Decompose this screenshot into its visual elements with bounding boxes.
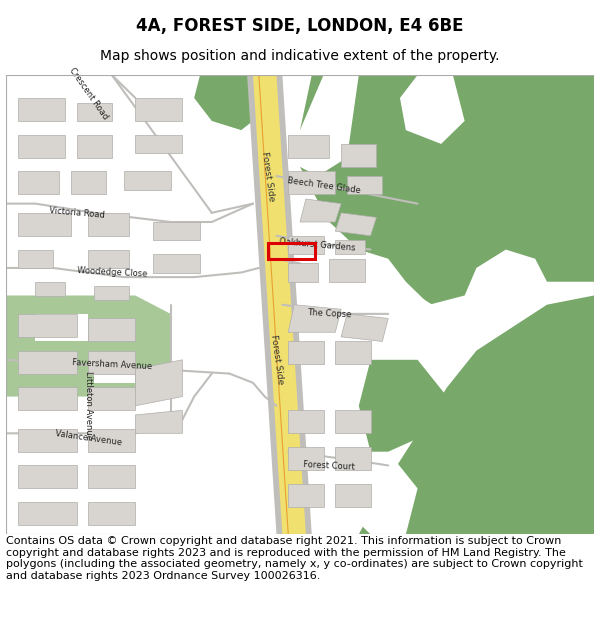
Polygon shape — [312, 268, 447, 360]
Bar — [18, 171, 59, 194]
Bar — [88, 249, 130, 268]
Bar — [335, 484, 371, 507]
Bar — [18, 429, 77, 452]
Text: Forest Side: Forest Side — [260, 151, 275, 202]
Polygon shape — [288, 304, 341, 332]
Text: Beech Tree Glade: Beech Tree Glade — [286, 176, 361, 195]
Bar — [288, 171, 335, 194]
Text: 4A, FOREST SIDE, LONDON, E4 6BE: 4A, FOREST SIDE, LONDON, E4 6BE — [136, 16, 464, 34]
Bar — [136, 98, 182, 121]
Text: Contains OS data © Crown copyright and database right 2021. This information is : Contains OS data © Crown copyright and d… — [6, 536, 583, 581]
Polygon shape — [359, 296, 594, 534]
Text: Crescent Road: Crescent Road — [67, 66, 110, 121]
Bar — [18, 249, 53, 268]
Bar — [88, 429, 136, 452]
Bar — [124, 171, 170, 190]
Polygon shape — [347, 452, 418, 534]
Bar — [288, 341, 323, 364]
Bar — [347, 176, 382, 194]
Text: The Copse: The Copse — [307, 308, 352, 319]
Text: Forest Side: Forest Side — [269, 334, 284, 386]
Bar — [18, 213, 71, 236]
Bar — [288, 411, 323, 433]
Bar — [18, 503, 77, 525]
Bar — [88, 503, 136, 525]
Polygon shape — [247, 75, 312, 534]
Bar — [88, 319, 136, 341]
Text: Map shows position and indicative extent of the property.: Map shows position and indicative extent… — [100, 49, 500, 62]
Polygon shape — [94, 364, 136, 382]
Polygon shape — [136, 411, 182, 433]
Polygon shape — [300, 199, 341, 222]
Text: Faversham Avenue: Faversham Avenue — [71, 358, 152, 371]
Bar — [18, 98, 65, 121]
Bar — [88, 351, 136, 374]
Bar — [341, 144, 376, 167]
Bar — [88, 466, 136, 489]
Bar — [288, 447, 323, 470]
Text: Forest Court: Forest Court — [304, 459, 355, 471]
Polygon shape — [253, 75, 306, 534]
Text: Littleton Avenue: Littleton Avenue — [84, 371, 93, 440]
Bar — [335, 341, 371, 364]
Bar — [153, 222, 200, 241]
Bar — [18, 351, 77, 374]
Bar — [136, 135, 182, 153]
Bar — [18, 466, 77, 489]
Bar — [335, 447, 371, 470]
Text: Victoria Road: Victoria Road — [49, 206, 105, 220]
Polygon shape — [194, 75, 277, 130]
Bar — [18, 135, 65, 158]
Polygon shape — [341, 314, 388, 341]
Text: Woodedge Close: Woodedge Close — [77, 266, 147, 279]
Polygon shape — [300, 75, 359, 176]
Bar — [268, 242, 314, 259]
Bar — [329, 259, 365, 282]
Bar — [18, 388, 77, 411]
Bar — [88, 388, 136, 411]
Bar — [77, 135, 112, 158]
Polygon shape — [35, 314, 88, 341]
Polygon shape — [300, 75, 594, 304]
Bar — [88, 213, 130, 236]
Bar — [94, 286, 130, 300]
Bar — [18, 314, 77, 337]
Bar — [288, 135, 329, 158]
Bar — [71, 171, 106, 194]
Bar — [288, 263, 317, 282]
Polygon shape — [6, 296, 170, 397]
Bar — [77, 102, 112, 121]
Polygon shape — [359, 360, 447, 452]
Text: Valance Avenue: Valance Avenue — [55, 429, 122, 447]
Text: Oakhurst Gardens: Oakhurst Gardens — [279, 237, 356, 252]
Bar — [335, 411, 371, 433]
Bar — [335, 241, 365, 254]
Polygon shape — [400, 75, 464, 144]
Bar — [288, 484, 323, 507]
Polygon shape — [335, 213, 376, 236]
Polygon shape — [136, 360, 182, 406]
Bar — [153, 254, 200, 272]
Bar — [35, 282, 65, 296]
Bar — [288, 236, 323, 254]
